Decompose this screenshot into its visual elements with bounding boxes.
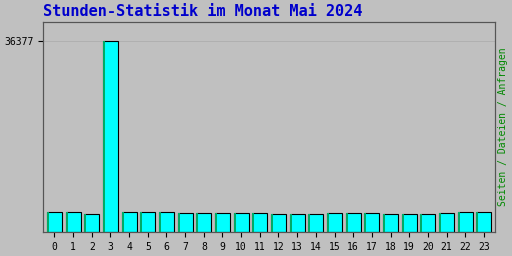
Bar bbox=[47, 212, 49, 232]
Bar bbox=[308, 214, 323, 232]
Bar bbox=[47, 212, 62, 232]
Bar bbox=[383, 214, 398, 232]
Bar bbox=[252, 214, 267, 232]
Bar bbox=[439, 213, 454, 232]
Bar bbox=[122, 212, 123, 232]
Text: Stunden-Statistik im Monat Mai 2024: Stunden-Statistik im Monat Mai 2024 bbox=[43, 4, 362, 19]
Bar bbox=[178, 213, 180, 232]
Bar bbox=[66, 212, 80, 232]
Bar bbox=[439, 213, 441, 232]
Bar bbox=[84, 214, 87, 232]
Bar bbox=[346, 214, 348, 232]
Bar bbox=[196, 213, 211, 232]
Bar bbox=[290, 214, 305, 232]
Bar bbox=[383, 214, 385, 232]
Bar bbox=[327, 213, 329, 232]
Y-axis label: Seiten / Dateien / Anfragen: Seiten / Dateien / Anfragen bbox=[498, 48, 508, 206]
Bar bbox=[140, 212, 155, 232]
Bar bbox=[327, 213, 342, 232]
Bar bbox=[458, 212, 460, 232]
Bar bbox=[308, 214, 310, 232]
Bar bbox=[476, 212, 478, 232]
Bar bbox=[159, 212, 161, 232]
Bar bbox=[365, 213, 366, 232]
Bar bbox=[103, 41, 105, 232]
Bar bbox=[420, 214, 422, 232]
Bar bbox=[233, 213, 236, 232]
Bar bbox=[178, 213, 193, 232]
Bar bbox=[84, 214, 99, 232]
Bar bbox=[271, 214, 286, 232]
Bar bbox=[458, 212, 473, 232]
Bar bbox=[290, 214, 292, 232]
Bar bbox=[271, 214, 273, 232]
Bar bbox=[346, 214, 360, 232]
Bar bbox=[233, 213, 249, 232]
Bar bbox=[159, 212, 174, 232]
Bar bbox=[196, 213, 198, 232]
Bar bbox=[402, 214, 403, 232]
Bar bbox=[252, 214, 254, 232]
Bar bbox=[476, 212, 492, 232]
Bar bbox=[215, 213, 217, 232]
Bar bbox=[402, 214, 417, 232]
Bar bbox=[215, 213, 230, 232]
Bar bbox=[66, 212, 68, 232]
Bar bbox=[365, 213, 379, 232]
Bar bbox=[103, 41, 118, 232]
Bar bbox=[122, 212, 137, 232]
Bar bbox=[420, 214, 435, 232]
Bar bbox=[140, 212, 142, 232]
